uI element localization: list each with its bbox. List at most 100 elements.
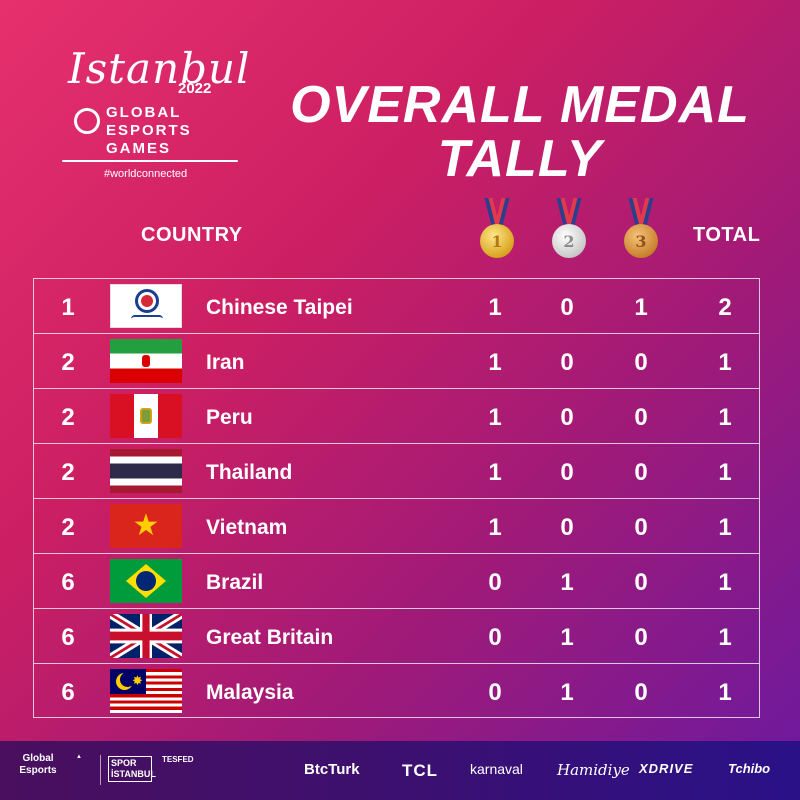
row-gold: 0 (488, 569, 502, 596)
row-silver: 1 (560, 679, 574, 706)
table-row: 2 Iran 1 0 0 1 (34, 334, 759, 389)
row-country: Thailand (206, 461, 293, 484)
row-silver: 1 (560, 624, 574, 651)
row-country: Chinese Taipei (206, 296, 353, 319)
table-row: 2 ★ Vietnam 1 0 0 1 (34, 499, 759, 554)
row-total: 1 (718, 404, 732, 431)
table-row: 6 Great Britain 0 1 0 1 (34, 609, 759, 664)
row-gold: 1 (488, 459, 502, 486)
row-silver: 0 (560, 514, 574, 541)
row-silver: 0 (560, 294, 574, 321)
row-rank: 2 (61, 404, 75, 431)
spor-istanbul-logo: SPOR İSTANBUL (108, 756, 156, 782)
row-bronze: 0 (634, 349, 648, 376)
row-gold: 1 (488, 404, 502, 431)
row-rank: 1 (61, 294, 75, 321)
great-britain-flag-icon (110, 614, 182, 658)
row-total: 1 (718, 514, 732, 541)
globe-icon (74, 108, 100, 134)
table-row: 6 Brazil 0 1 0 1 (34, 554, 759, 609)
row-bronze: 0 (634, 404, 648, 431)
logo-hashtag: #worldconnected (104, 168, 188, 180)
bronze-medal-numeral: 3 (624, 224, 658, 258)
vietnam-flag-icon: ★ (110, 504, 182, 548)
istanbul-2022-logo: Istanbul 2022 GLOBAL ESPORTS GAMES #worl… (60, 44, 250, 184)
logo-underline (62, 160, 238, 162)
table-row: 2 Peru 1 0 0 1 (34, 389, 759, 444)
row-rank: 6 (61, 679, 75, 706)
title-line-1: OVERALL MEDAL (290, 76, 750, 134)
logo-line-games: GAMES (106, 140, 172, 157)
row-silver: 0 (560, 404, 574, 431)
row-gold: 1 (488, 514, 502, 541)
logo-script: Istanbul (68, 44, 251, 93)
table-row: 6 ✸ Malaysia 0 1 0 1 (34, 664, 759, 719)
row-rank: 2 (61, 514, 75, 541)
row-bronze: 0 (634, 459, 648, 486)
logo-text: GLOBAL ESPORTS GAMES (106, 104, 192, 158)
title-line-2: TALLY (437, 130, 603, 188)
row-total: 1 (718, 459, 732, 486)
medal-table: 1 Chinese Taipei 1 0 1 2 2 Iran 1 0 0 1 … (33, 278, 760, 718)
gold-medal-icon: 1 (480, 198, 514, 262)
global-esports-logo: Global Esports (19, 753, 57, 776)
ribbon-icon (560, 198, 578, 226)
row-country: Brazil (206, 571, 264, 594)
tcl-logo: TCL (402, 761, 439, 780)
gold-medal-numeral: 1 (480, 224, 514, 258)
row-bronze: 0 (634, 679, 648, 706)
logo-line-esports: ESPORTS (106, 122, 192, 139)
row-bronze: 0 (634, 569, 648, 596)
row-country: Peru (206, 406, 253, 429)
thailand-flag-icon (110, 449, 182, 493)
row-total: 1 (718, 349, 732, 376)
silver-medal-numeral: 2 (552, 224, 586, 258)
row-total: 1 (718, 569, 732, 596)
row-total: 1 (718, 679, 732, 706)
btcturk-logo: BtcTurk (304, 761, 360, 778)
row-bronze: 0 (634, 514, 648, 541)
row-bronze: 1 (634, 294, 648, 321)
page-title: OVERALL MEDAL TALLY (260, 78, 780, 186)
ribbon-icon (632, 198, 650, 226)
table-row: 2 Thailand 1 0 0 1 (34, 444, 759, 499)
row-gold: 0 (488, 624, 502, 651)
row-country: Vietnam (206, 516, 288, 539)
tesfed-logo: TESFED (162, 755, 194, 764)
brazil-flag-icon (110, 559, 182, 603)
logo-line-global: GLOBAL (106, 104, 182, 121)
row-silver: 0 (560, 349, 574, 376)
table-row: 1 Chinese Taipei 1 0 1 2 (34, 279, 759, 334)
row-rank: 6 (61, 569, 75, 596)
iran-flag-icon (110, 339, 182, 383)
row-silver: 1 (560, 569, 574, 596)
row-country: Malaysia (206, 681, 294, 704)
hamidiye-logo: Hamidiye (557, 761, 630, 779)
row-gold: 1 (488, 349, 502, 376)
row-bronze: 0 (634, 624, 648, 651)
ribbon-icon (488, 198, 506, 226)
karnaval-logo: karnaval (470, 761, 523, 777)
bronze-medal-icon: 3 (624, 198, 658, 262)
row-total: 1 (718, 624, 732, 651)
row-gold: 0 (488, 679, 502, 706)
row-country: Great Britain (206, 626, 334, 649)
logo-year: 2022 (178, 80, 212, 97)
row-rank: 6 (61, 624, 75, 651)
row-total: 2 (718, 294, 732, 321)
row-silver: 0 (560, 459, 574, 486)
xdrive-logo: XDRIVE (639, 761, 694, 776)
row-rank: 2 (61, 459, 75, 486)
ibb-logo-icon: ▲ (76, 754, 82, 760)
peru-flag-icon (110, 394, 182, 438)
row-rank: 2 (61, 349, 75, 376)
chinese-taipei-flag-icon (110, 284, 182, 328)
row-gold: 1 (488, 294, 502, 321)
row-country: Iran (206, 351, 245, 374)
footer-divider (100, 755, 101, 785)
sponsor-footer: Global Esports ▲ SPOR İSTANBUL TESFED Bt… (0, 741, 800, 800)
header-total: TOTAL (693, 224, 761, 246)
malaysia-flag-icon: ✸ (110, 669, 182, 713)
header-country: COUNTRY (141, 224, 243, 246)
silver-medal-icon: 2 (552, 198, 586, 262)
